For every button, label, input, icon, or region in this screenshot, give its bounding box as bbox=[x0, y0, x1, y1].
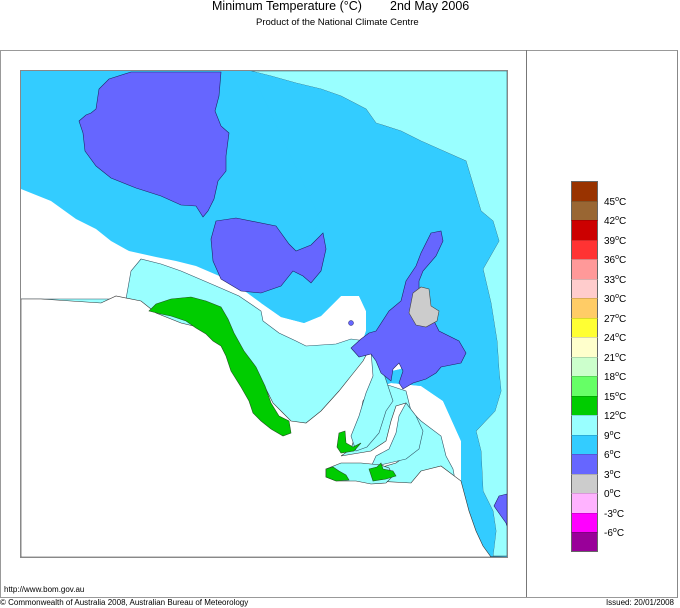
legend-bin bbox=[571, 356, 598, 376]
map-svg bbox=[21, 71, 507, 557]
legend-bin bbox=[571, 317, 598, 337]
legend-bin bbox=[571, 493, 598, 513]
legend-label: 12oC bbox=[604, 410, 627, 422]
region-6-9c-ne-fill bbox=[251, 71, 501, 556]
legend-bin bbox=[571, 181, 598, 201]
legend-bin bbox=[571, 532, 598, 552]
legend-label: 27oC bbox=[604, 312, 627, 325]
legend-bin bbox=[571, 434, 598, 454]
legend-label: 45oC bbox=[604, 195, 627, 208]
legend-bin bbox=[571, 337, 598, 357]
legend-label: -3oC bbox=[604, 507, 625, 520]
legend-label: 33oC bbox=[604, 273, 627, 286]
region-12-15c-yorke bbox=[336, 430, 362, 454]
legend-label: 42oC bbox=[604, 215, 627, 227]
region-3-6c-central bbox=[210, 217, 327, 294]
legend-divider bbox=[526, 50, 527, 597]
legend-label: 36oC bbox=[604, 254, 627, 266]
color-legend bbox=[571, 181, 598, 552]
map-title: Minimum Temperature (°C) bbox=[212, 0, 362, 13]
region-12-15c-kangaroo-e bbox=[368, 462, 397, 482]
region-3-6c-southeast bbox=[493, 493, 507, 527]
legend-bin bbox=[571, 278, 598, 298]
legend-bin bbox=[571, 239, 598, 259]
legend-label: 39oC bbox=[604, 234, 627, 247]
source-url[interactable]: http://www.bom.gov.au bbox=[4, 585, 85, 594]
legend-bin bbox=[571, 298, 598, 318]
legend-label: 0oC bbox=[604, 488, 621, 500]
legend-bin bbox=[571, 259, 598, 279]
map-header: Minimum Temperature (°C) 2nd May 2006 Pr… bbox=[0, 0, 680, 28]
region-12-15c-kangaroo-w bbox=[325, 466, 350, 482]
legend-bin bbox=[571, 454, 598, 474]
legend-label: 24oC bbox=[604, 332, 627, 344]
legend-bin bbox=[571, 395, 598, 415]
region-12-15c-eyre bbox=[148, 296, 292, 437]
legend-bin bbox=[571, 512, 598, 532]
legend-bin bbox=[571, 220, 598, 240]
legend-label: 15oC bbox=[604, 390, 627, 403]
legend-label: 3oC bbox=[604, 468, 621, 481]
map-date: 2nd May 2006 bbox=[390, 0, 470, 13]
legend-label: 6oC bbox=[604, 449, 621, 461]
legend-bin bbox=[571, 200, 598, 220]
temperature-map bbox=[20, 70, 508, 558]
legend-label: 30oC bbox=[604, 293, 627, 305]
legend-label: 18oC bbox=[604, 371, 627, 383]
copyright-notice: © Commonwealth of Australia 2008, Austra… bbox=[0, 598, 249, 607]
legend-bin bbox=[571, 415, 598, 435]
legend-bin bbox=[571, 376, 598, 396]
map-subtitle: Product of the National Climate Centre bbox=[256, 17, 419, 28]
legend-label: 21oC bbox=[604, 351, 627, 364]
legend-label: 9oC bbox=[604, 429, 621, 442]
legend-label: -6oC bbox=[604, 527, 625, 539]
region-9-12c-gulf bbox=[350, 332, 394, 452]
region-3-6c-dot bbox=[348, 320, 354, 326]
region-0-3c-flinders bbox=[408, 286, 440, 328]
region-3-6c-northwest bbox=[78, 71, 230, 218]
outer-frame bbox=[0, 50, 678, 598]
legend-bin bbox=[571, 473, 598, 493]
issued-date: Issued: 20/01/2008 bbox=[605, 598, 674, 607]
